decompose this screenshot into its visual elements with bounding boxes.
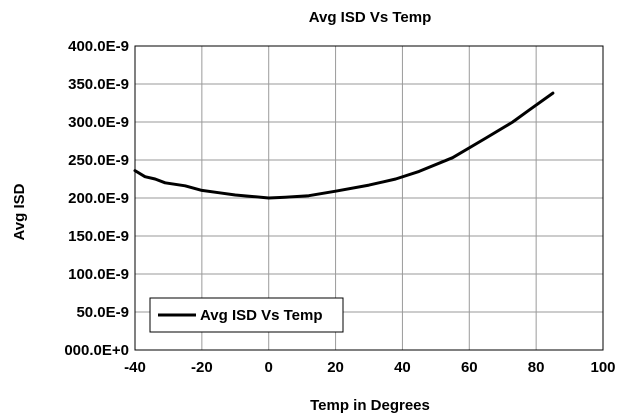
x-axis-ticks: -40 -20 0 20 40 60 80 100	[124, 359, 615, 376]
y-tick-label: 200.0E-9	[68, 190, 129, 207]
x-axis-label: Temp in Degrees	[310, 397, 430, 414]
x-tick-label: 0	[265, 359, 273, 376]
x-tick-label: 20	[327, 359, 344, 376]
y-axis-label: Avg ISD	[11, 183, 28, 240]
y-tick-label: 150.0E-9	[68, 228, 129, 245]
y-tick-label: 000.0E+0	[64, 342, 129, 359]
legend: Avg ISD Vs Temp	[149, 297, 344, 333]
x-tick-label: 100	[590, 359, 615, 376]
x-tick-label: -40	[124, 359, 146, 376]
legend-label: Avg ISD Vs Temp	[200, 307, 323, 324]
y-tick-label: 350.0E-9	[68, 76, 129, 93]
chart-title: Avg ISD Vs Temp	[309, 9, 432, 26]
y-tick-label: 100.0E-9	[68, 266, 129, 283]
series-line-0	[133, 91, 555, 200]
y-tick-label: 300.0E-9	[68, 114, 129, 131]
x-tick-label: -20	[191, 359, 213, 376]
y-tick-label: 50.0E-9	[76, 304, 129, 321]
plot-area	[134, 45, 604, 351]
y-tick-label: 250.0E-9	[68, 152, 129, 169]
series-lines	[133, 91, 555, 200]
y-axis-ticks: 000.0E+0 50.0E-9 100.0E-9 150.0E-9 200.0E-9 2…	[64, 38, 129, 359]
y-tick-label: 400.0E-9	[68, 38, 129, 55]
x-tick-label: 60	[461, 359, 478, 376]
x-tick-label: 40	[394, 359, 411, 376]
x-tick-label: 80	[528, 359, 545, 376]
